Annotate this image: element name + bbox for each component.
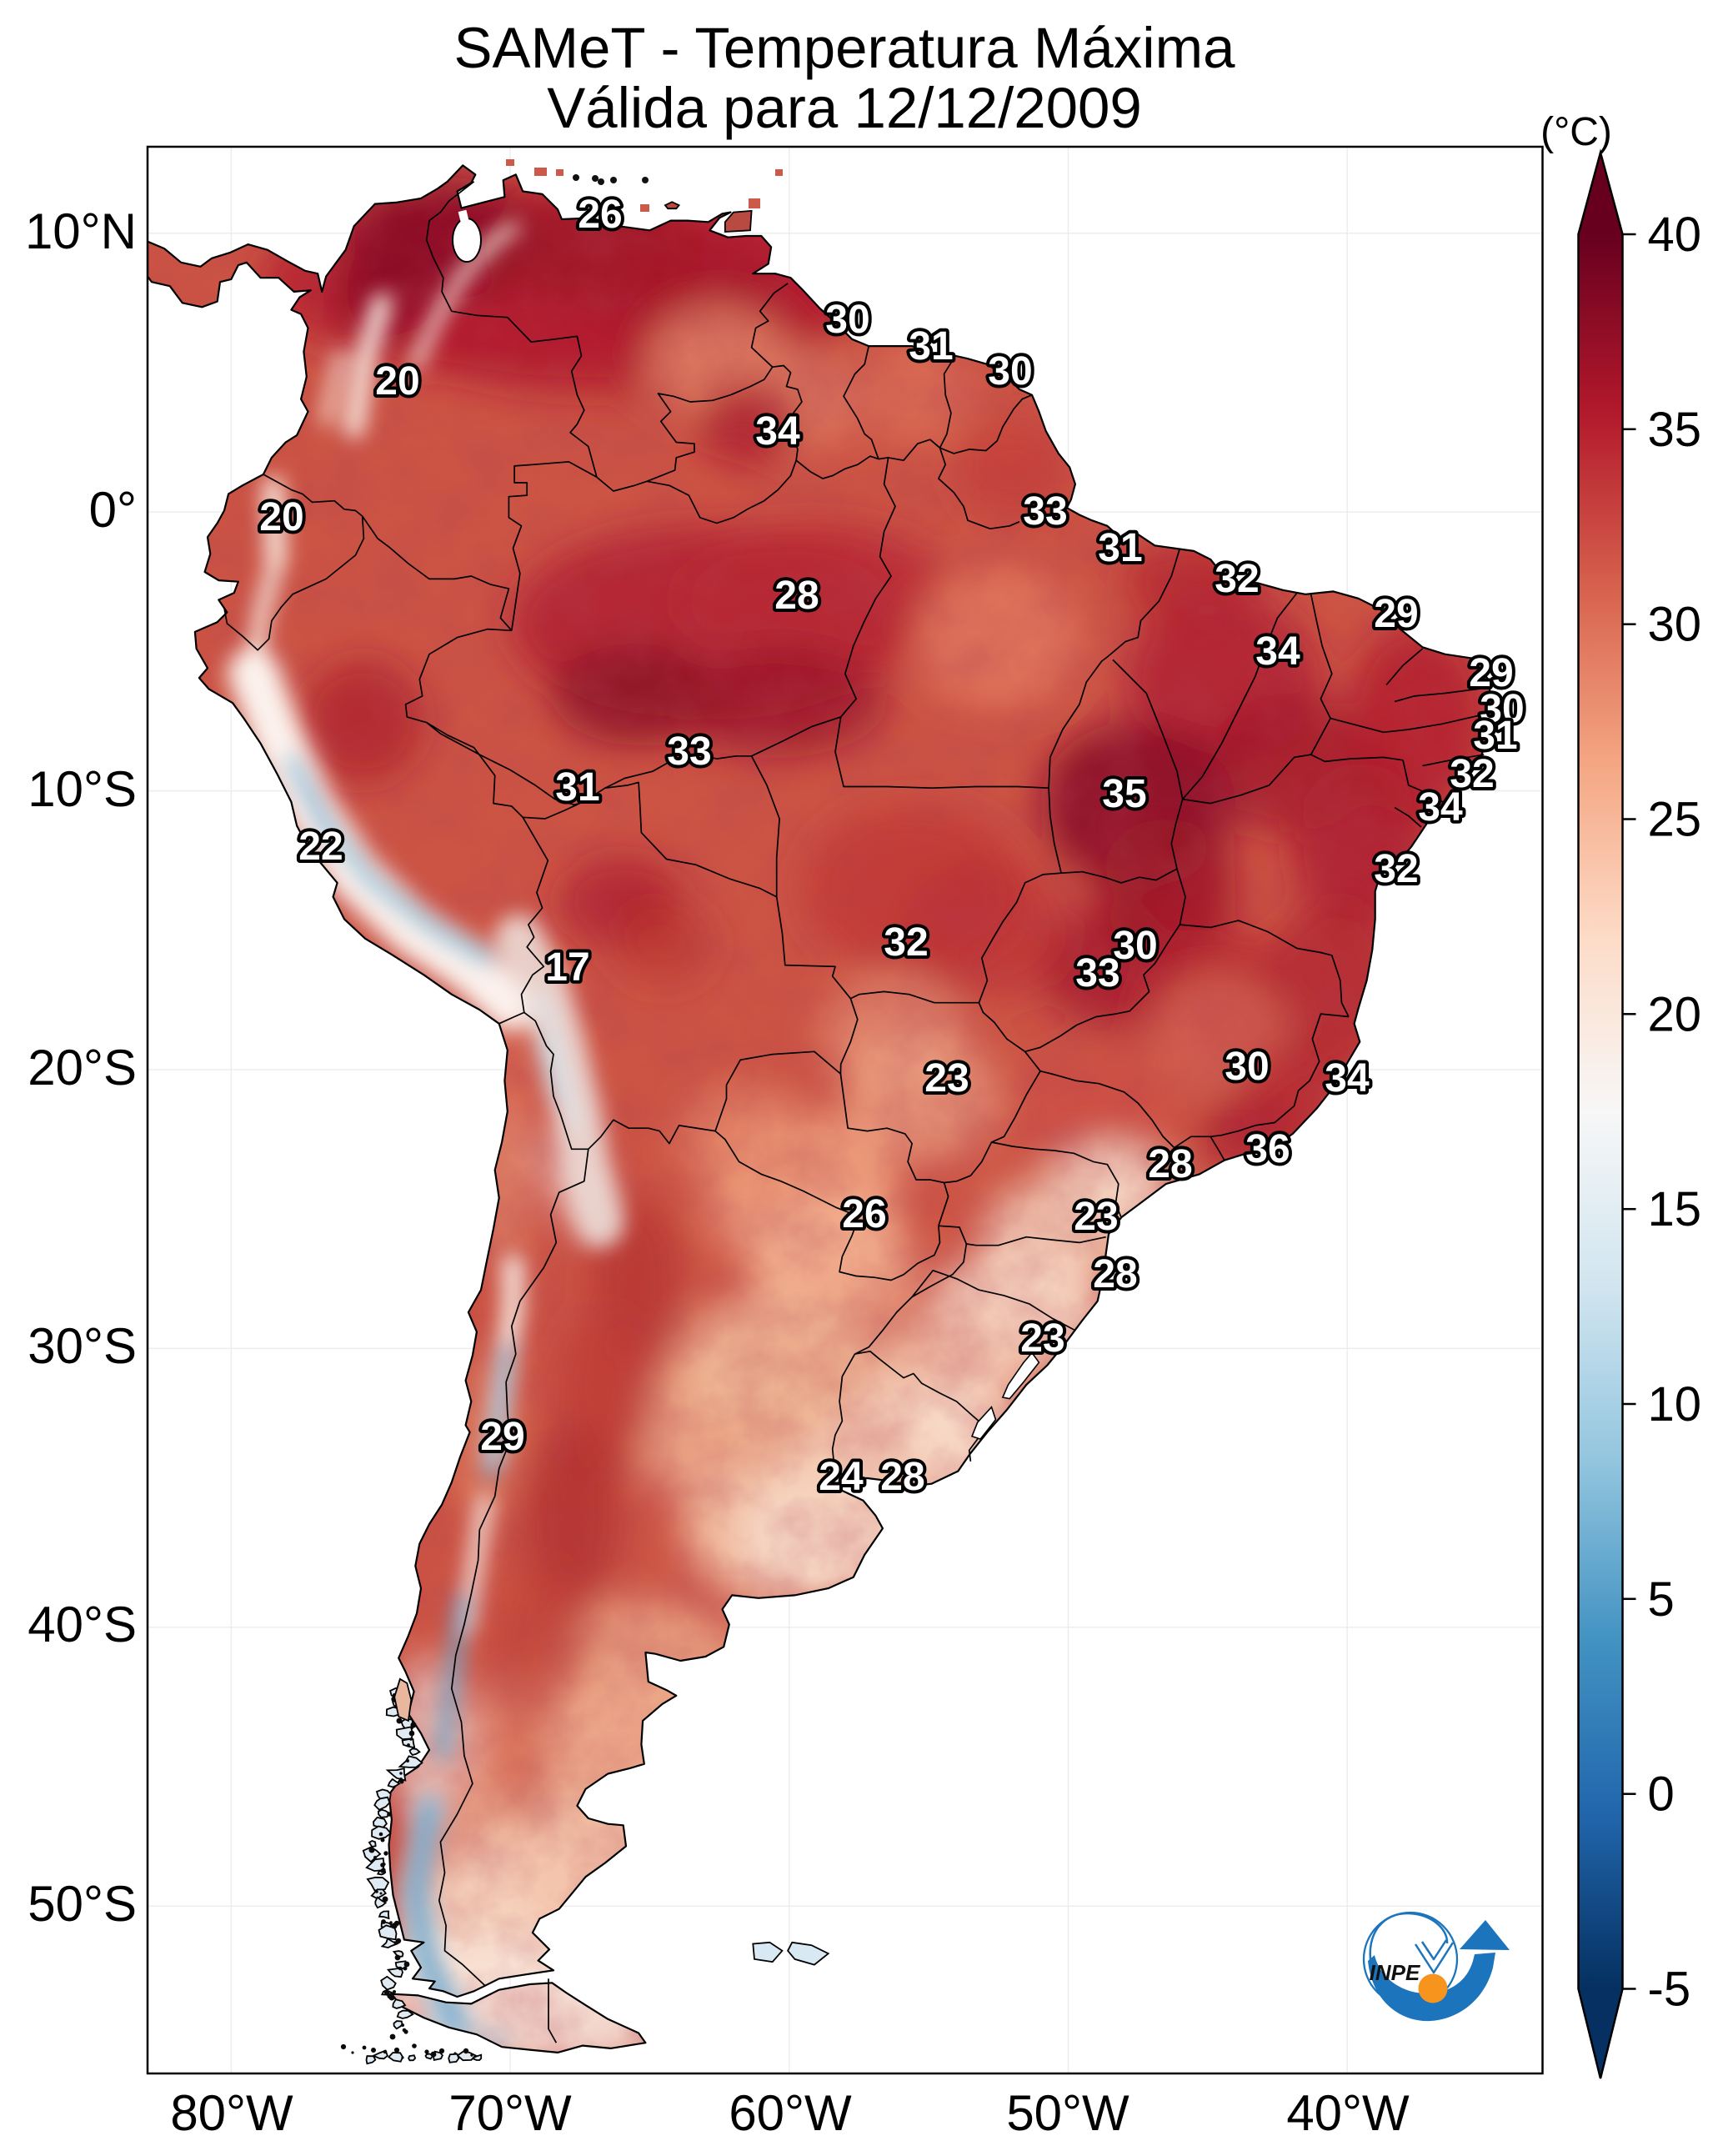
svg-text:33: 33 xyxy=(667,730,711,774)
svg-text:INPE: INPE xyxy=(1370,1960,1420,1985)
svg-text:31: 31 xyxy=(909,324,953,369)
svg-text:60°W: 60°W xyxy=(729,2085,852,2141)
svg-text:15: 15 xyxy=(1648,1182,1702,1236)
svg-text:29: 29 xyxy=(1469,651,1513,695)
svg-text:(°C): (°C) xyxy=(1540,110,1612,154)
svg-text:28: 28 xyxy=(1148,1142,1192,1186)
svg-text:40°W: 40°W xyxy=(1286,2085,1410,2141)
svg-text:32: 32 xyxy=(884,920,928,965)
svg-text:34: 34 xyxy=(1255,629,1300,674)
svg-text:10: 10 xyxy=(1648,1377,1702,1431)
svg-text:30°S: 30°S xyxy=(28,1318,137,1374)
svg-text:17: 17 xyxy=(545,945,589,990)
svg-text:30: 30 xyxy=(825,298,869,342)
svg-text:24: 24 xyxy=(819,1455,864,1499)
svg-text:5: 5 xyxy=(1648,1572,1675,1627)
svg-text:50°W: 50°W xyxy=(1006,2085,1129,2141)
svg-text:29: 29 xyxy=(1374,592,1418,636)
svg-text:30: 30 xyxy=(1113,924,1157,968)
svg-text:34: 34 xyxy=(1325,1056,1370,1101)
svg-text:22: 22 xyxy=(298,825,343,869)
svg-text:30: 30 xyxy=(1648,598,1702,652)
svg-text:28: 28 xyxy=(1093,1252,1137,1296)
svg-text:30: 30 xyxy=(988,349,1032,394)
svg-text:-5: -5 xyxy=(1648,1963,1691,2017)
svg-text:25: 25 xyxy=(1648,793,1702,847)
svg-text:26: 26 xyxy=(842,1192,886,1236)
svg-text:34: 34 xyxy=(1418,785,1463,830)
svg-text:50°S: 50°S xyxy=(28,1876,137,1932)
svg-text:23: 23 xyxy=(1020,1316,1064,1361)
svg-text:31: 31 xyxy=(1098,526,1142,570)
svg-text:35: 35 xyxy=(1102,772,1146,816)
svg-text:20: 20 xyxy=(259,495,303,539)
svg-text:29: 29 xyxy=(480,1415,524,1459)
svg-text:26: 26 xyxy=(578,193,622,237)
svg-text:40: 40 xyxy=(1648,208,1702,262)
svg-text:0: 0 xyxy=(1648,1767,1675,1822)
svg-text:28: 28 xyxy=(880,1455,924,1499)
svg-text:23: 23 xyxy=(924,1056,969,1101)
svg-text:10°S: 10°S xyxy=(28,761,137,817)
svg-text:32: 32 xyxy=(1215,557,1259,601)
svg-text:36: 36 xyxy=(1245,1127,1290,1171)
svg-text:35: 35 xyxy=(1648,403,1702,457)
svg-text:SAMeT - Temperatura Máxima: SAMeT - Temperatura Máxima xyxy=(454,16,1236,80)
svg-text:32: 32 xyxy=(1374,847,1418,891)
svg-text:Válida para 12/12/2009: Válida para 12/12/2009 xyxy=(547,76,1142,140)
svg-text:34: 34 xyxy=(755,409,800,454)
svg-text:30: 30 xyxy=(1480,687,1524,731)
svg-text:10°N: 10°N xyxy=(25,203,137,259)
svg-text:33: 33 xyxy=(1075,951,1119,995)
svg-text:20: 20 xyxy=(375,359,419,404)
svg-text:32: 32 xyxy=(1450,752,1494,796)
svg-text:80°W: 80°W xyxy=(170,2085,293,2141)
svg-text:33: 33 xyxy=(1023,489,1067,534)
svg-text:20: 20 xyxy=(1648,987,1702,1041)
svg-text:20°S: 20°S xyxy=(28,1040,137,1096)
svg-text:40°S: 40°S xyxy=(28,1597,137,1652)
svg-text:28: 28 xyxy=(774,574,819,618)
svg-text:30: 30 xyxy=(1225,1045,1269,1089)
svg-text:0°: 0° xyxy=(89,482,137,538)
svg-text:70°W: 70°W xyxy=(448,2085,572,2141)
svg-text:31: 31 xyxy=(555,765,599,810)
svg-text:31: 31 xyxy=(1473,714,1517,758)
svg-text:23: 23 xyxy=(1074,1195,1118,1239)
